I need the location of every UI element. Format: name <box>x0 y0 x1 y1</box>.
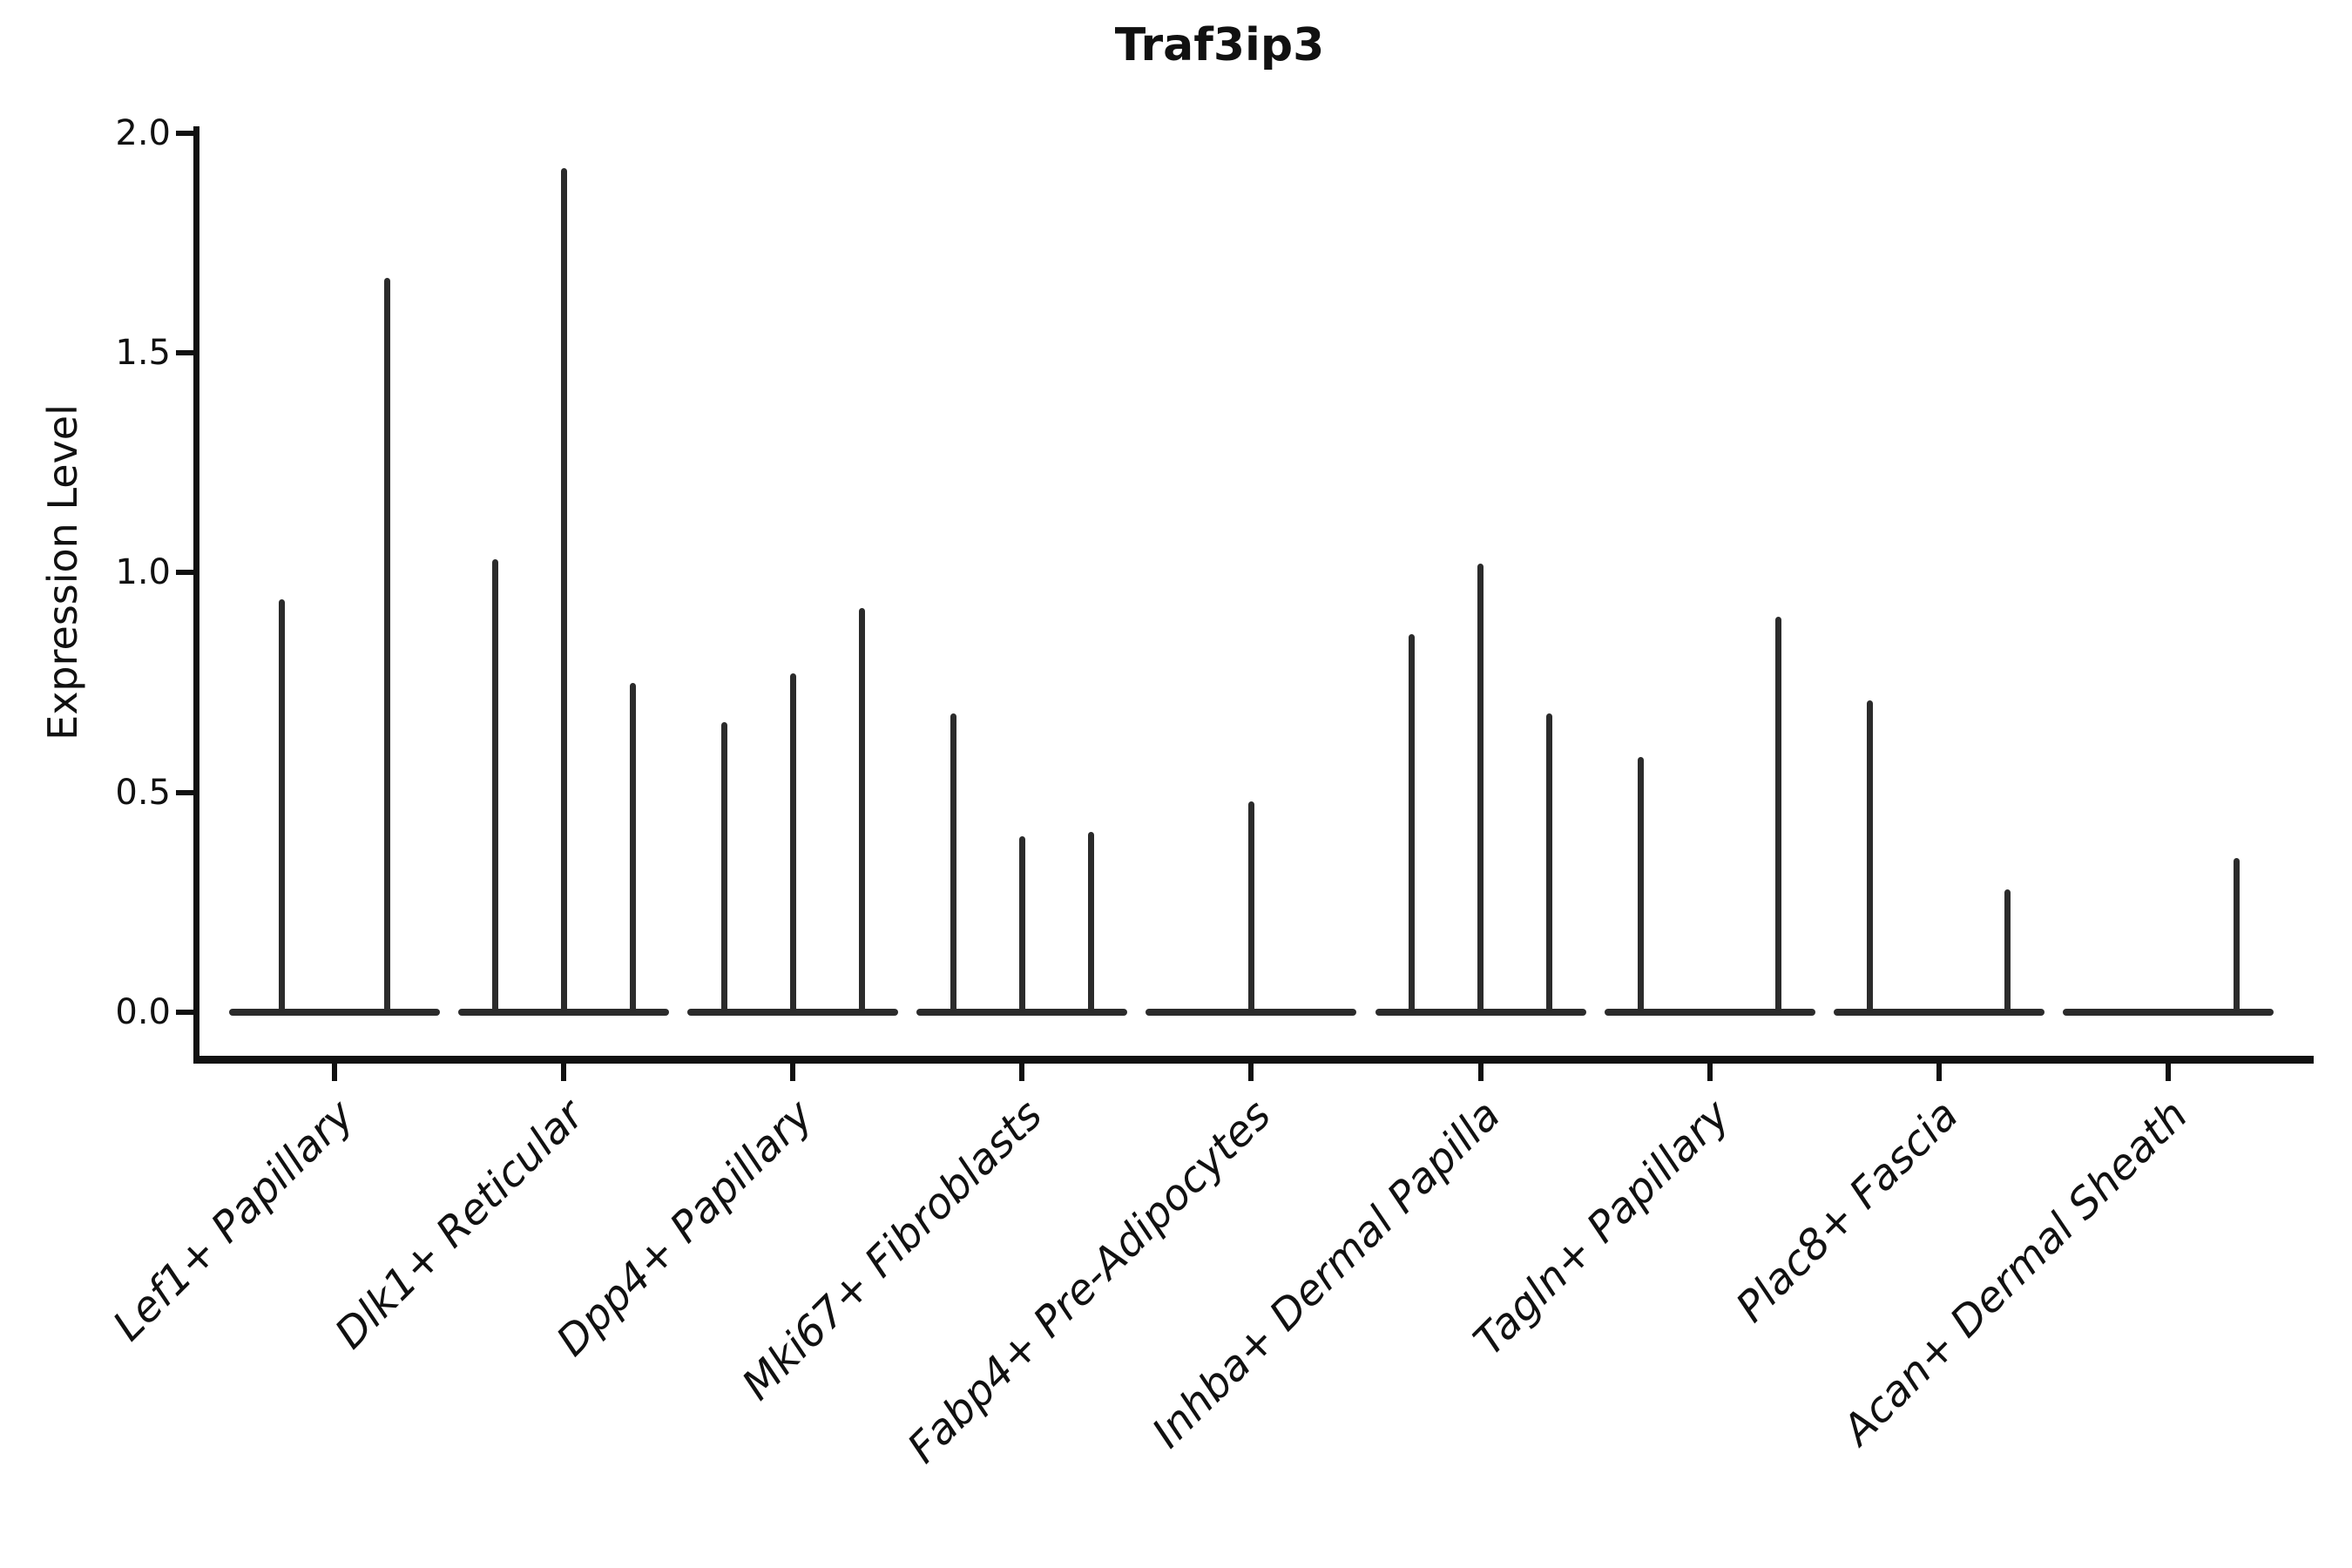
x-category-label: Dlk1+ Reticular <box>325 1091 593 1359</box>
x-axis-spine <box>193 1056 2314 1064</box>
x-tick-mark <box>1477 1064 1484 1081</box>
violin-spike <box>1409 634 1416 1012</box>
x-category-label: Fabp4+ Pre-Adipocytes <box>898 1091 1281 1473</box>
x-tick-mark <box>1707 1064 1713 1081</box>
violin-baseline <box>1146 1009 1357 1016</box>
violin-baseline <box>687 1009 899 1016</box>
y-tick-mark <box>176 789 193 795</box>
violin-baseline <box>1833 1009 2044 1016</box>
violin-spike <box>1087 832 1094 1012</box>
chart-title: Traf3ip3 <box>1114 19 1325 71</box>
violin-spike <box>560 168 567 1012</box>
x-tick-mark <box>561 1064 567 1081</box>
x-tick-mark <box>1936 1064 1942 1081</box>
violin-spike <box>1018 836 1025 1012</box>
x-tick-mark <box>332 1064 337 1081</box>
y-tick-label: 2.0 <box>115 112 171 153</box>
violin-spike <box>858 607 865 1012</box>
violin-spike <box>1867 700 1874 1012</box>
violin-spike <box>720 721 727 1012</box>
x-category-label: Lef1+ Papillary <box>104 1091 364 1351</box>
violin-spike <box>2004 889 2011 1012</box>
x-tick-mark <box>1019 1064 1025 1081</box>
violin-baseline <box>458 1009 670 1016</box>
y-tick-mark <box>176 350 193 356</box>
violin-spike <box>789 673 796 1012</box>
violin-baseline <box>1604 1009 1815 1016</box>
violin-spike <box>1477 564 1484 1012</box>
x-category-label: Tagln+ Papillary <box>1463 1091 1740 1366</box>
violin-spike <box>950 713 956 1012</box>
y-tick-label: 1.5 <box>115 333 171 374</box>
violin-spike <box>278 598 285 1012</box>
violin-spike <box>1775 616 1782 1012</box>
violin-baseline <box>916 1009 1128 1016</box>
y-tick-label: 0.5 <box>115 772 171 813</box>
x-tick-mark <box>1248 1064 1254 1081</box>
x-category-label: Plac8+ Fascia <box>1727 1091 1969 1332</box>
violin-baseline <box>2062 1009 2274 1016</box>
y-tick-label: 1.0 <box>115 552 171 593</box>
y-tick-label: 0.0 <box>115 992 171 1032</box>
x-category-label: Dpp4+ Papillary <box>547 1091 822 1366</box>
violin-baseline <box>229 1009 440 1016</box>
violin-spike <box>384 278 390 1012</box>
x-tick-mark <box>790 1064 796 1081</box>
violin-baseline <box>1375 1009 1586 1016</box>
x-tick-mark <box>2165 1064 2171 1081</box>
violin-spike <box>1247 801 1254 1012</box>
violin-spike <box>1545 713 1552 1012</box>
y-tick-mark <box>176 570 193 576</box>
y-tick-mark <box>176 130 193 136</box>
y-axis-spine <box>193 126 199 1064</box>
violin-spike <box>491 559 498 1012</box>
violin-spike <box>1638 757 1645 1012</box>
violin-spike <box>629 682 636 1012</box>
y-tick-mark <box>176 1010 193 1015</box>
violin-spike <box>2234 858 2240 1012</box>
